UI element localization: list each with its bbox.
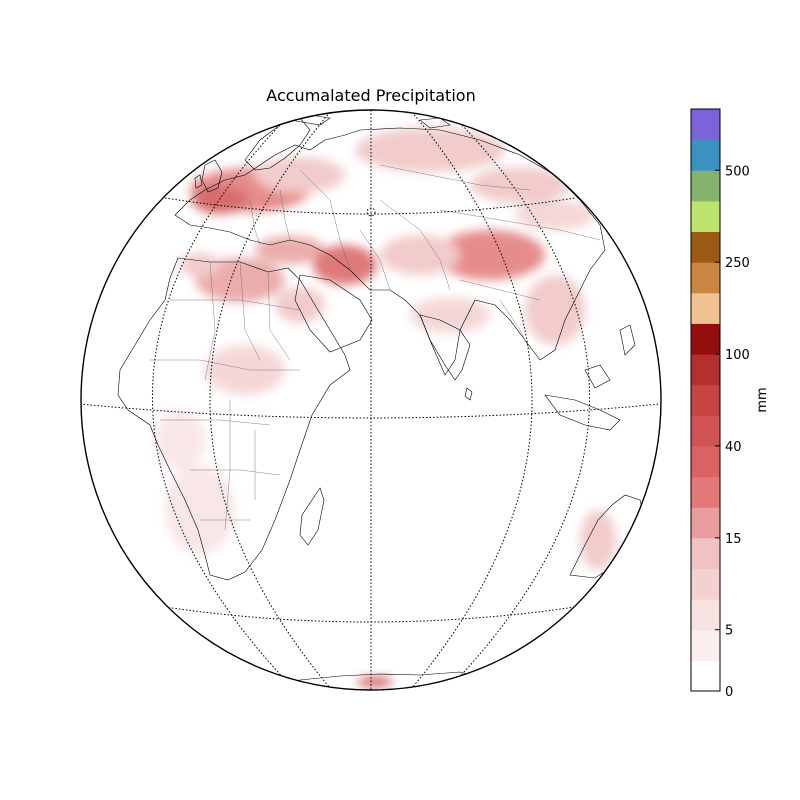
- colorbar-swatch: [691, 568, 720, 600]
- precip-region-india: [410, 297, 490, 333]
- colorbar: 0 5 15 40 100 250 500 mm: [690, 108, 770, 700]
- precip-region-west-africa: [155, 410, 205, 470]
- border-line: [379, 199, 451, 291]
- border-line: [249, 199, 261, 246]
- colorbar-swatch: [691, 231, 720, 263]
- colorbar-swatch: [691, 262, 720, 294]
- colorbar-swatch: [691, 139, 720, 171]
- precip-region-southeast-asia: [525, 275, 585, 345]
- colorbar-swatches: [691, 109, 720, 692]
- colorbar-label: mm: [755, 387, 770, 412]
- country-borders: [150, 164, 601, 531]
- indonesia-coastline: [544, 394, 621, 431]
- precip-region-southern-africa: [165, 465, 235, 555]
- precip-region-western-europe: [192, 186, 248, 214]
- borneo-coastline: [584, 364, 611, 389]
- colorbar-swatch: [691, 599, 720, 631]
- border-line: [204, 261, 216, 381]
- colorbar-swatch: [691, 170, 720, 202]
- colorbar-swatch: [691, 507, 720, 539]
- border-line: [170, 299, 301, 311]
- madagascar-coastline: [299, 487, 325, 546]
- map-title: Accumalated Precipitation: [266, 86, 475, 105]
- border-line: [279, 189, 291, 241]
- colorbar-swatch: [691, 629, 720, 661]
- colorbar-tick-label: 250: [725, 256, 750, 271]
- border-line: [499, 299, 531, 351]
- eurasia-coastline: [174, 127, 606, 376]
- precip-region-sahel: [205, 345, 285, 395]
- border-line: [379, 164, 531, 191]
- colorbar-swatch: [691, 476, 720, 508]
- precip-region-mediterranean: [255, 236, 325, 264]
- precip-region-central-asia: [380, 235, 460, 275]
- colorbar-swatch: [691, 384, 720, 416]
- colorbar-swatch: [691, 200, 720, 233]
- precip-region-antarctica: [357, 677, 393, 687]
- colorbar-swatch: [691, 323, 720, 355]
- precip-region-siberia: [355, 128, 505, 172]
- border-line: [239, 261, 261, 361]
- ireland-coastline: [194, 174, 203, 189]
- colorbar-tick-label: 100: [725, 348, 750, 363]
- colorbar-tick-label: 500: [725, 164, 750, 179]
- precip-region-middle-east: [313, 245, 377, 285]
- colorbar-tick-label: 40: [725, 440, 742, 455]
- precip-region-tibet: [435, 230, 545, 280]
- colorbar-tick-label: 5: [725, 624, 733, 639]
- colorbar-swatch: [691, 292, 720, 324]
- precip-region-east-asia: [515, 200, 595, 230]
- philippines-coastline: [619, 324, 636, 356]
- scandinavia-coastline: [244, 117, 311, 171]
- colorbar-swatch: [691, 354, 720, 386]
- precip-region-arabia: [275, 287, 325, 323]
- colorbar-swatch: [691, 445, 720, 478]
- colorbar-frame: [690, 108, 721, 692]
- colorbar-ticks: 0 5 15 40 100 250 500: [715, 164, 750, 700]
- colorbar-swatch: [691, 660, 720, 692]
- border-line: [299, 169, 351, 271]
- arctic-island-coastline: [419, 117, 451, 129]
- border-line: [439, 209, 601, 241]
- precip-region-australia: [580, 510, 616, 570]
- precip-region-northwest-africa: [180, 253, 220, 277]
- precip-region-east-siberia: [470, 167, 570, 203]
- border-line: [459, 279, 541, 301]
- sri-lanka-coastline: [464, 387, 473, 401]
- colorbar-tick-label: 15: [725, 532, 742, 547]
- colorbar-tick-label: 0: [725, 685, 733, 700]
- pole-marker: [366, 207, 376, 217]
- meridian-line: [209, 111, 331, 689]
- colorbar-swatch: [691, 109, 720, 141]
- precip-region-eastern-europe: [255, 157, 345, 193]
- colorbar-swatch: [691, 415, 720, 447]
- india-coastline: [419, 314, 471, 381]
- border-line: [190, 469, 281, 476]
- border-line: [150, 359, 300, 371]
- border-line: [160, 419, 271, 426]
- border-line: [224, 400, 231, 531]
- border-line: [267, 271, 291, 361]
- globe: [80, 109, 662, 691]
- colorbar-swatch: [691, 537, 720, 569]
- africa-coastline: [117, 257, 351, 581]
- precipitation-field: [155, 128, 616, 687]
- globe-outline: [80, 109, 662, 691]
- parallel-line: [81, 403, 661, 419]
- meridian-line: [411, 111, 533, 689]
- border-line: [359, 229, 391, 291]
- graticule: [81, 110, 661, 690]
- british-isles-coastline: [201, 159, 223, 193]
